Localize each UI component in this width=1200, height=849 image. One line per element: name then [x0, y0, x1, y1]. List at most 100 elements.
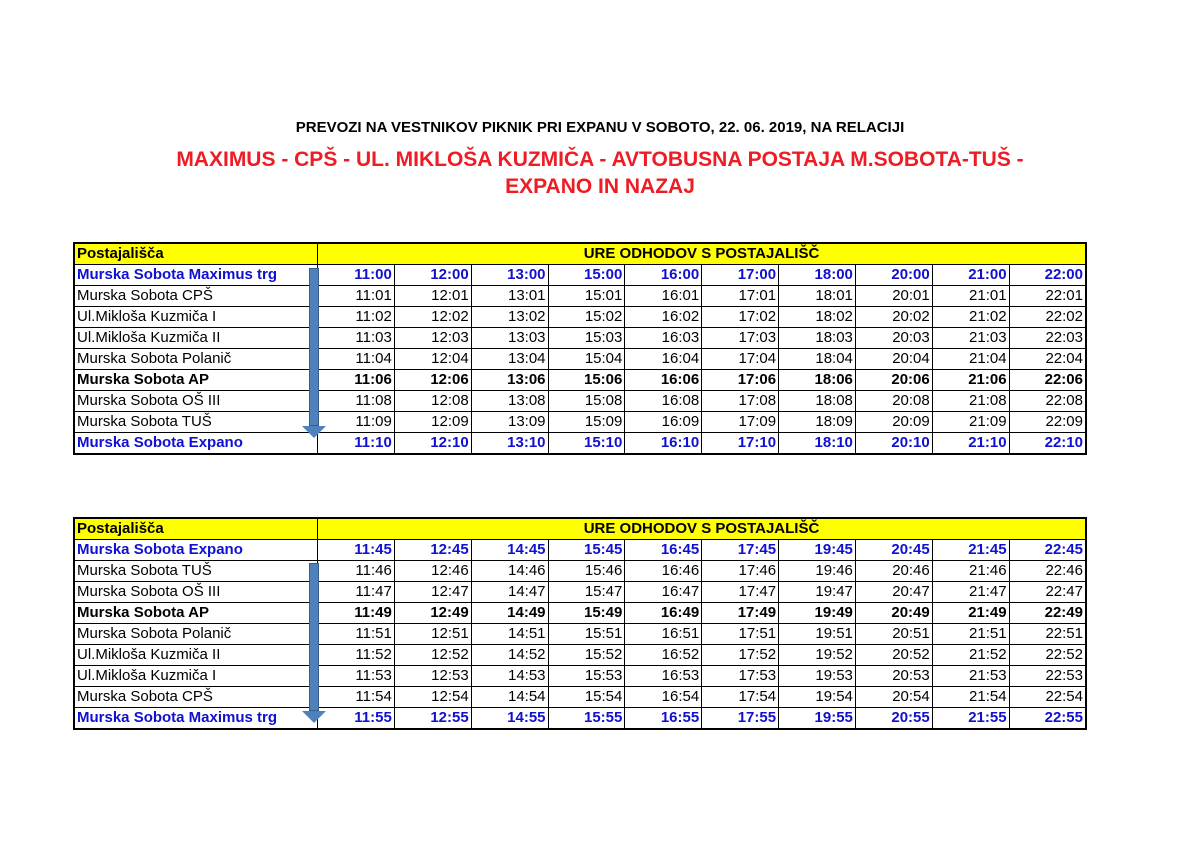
- header-times: URE ODHODOV S POSTAJALIŠČ: [317, 242, 1087, 265]
- departure-time: 19:47: [778, 581, 856, 603]
- departure-time: 18:09: [778, 411, 856, 433]
- departure-time: 11:54: [317, 686, 395, 708]
- departure-time: 15:47: [547, 581, 626, 603]
- departure-time: 20:51: [854, 623, 933, 645]
- departure-time: 21:00: [931, 264, 1010, 286]
- departure-time: 11:00: [317, 264, 395, 286]
- timetable-return: Postajališča URE ODHODOV S POSTAJALIŠČ Mur…: [73, 517, 1087, 730]
- departure-time: 13:09: [470, 411, 549, 433]
- departure-time: 16:04: [624, 348, 703, 370]
- departure-time: 22:47: [1008, 581, 1087, 603]
- departure-time: 22:55: [1008, 707, 1087, 730]
- departure-time: 15:54: [547, 686, 626, 708]
- departure-time: 15:51: [547, 623, 626, 645]
- stop-name: Murska Sobota OŠ III: [73, 390, 318, 412]
- departure-time: 21:53: [931, 665, 1010, 687]
- departure-time: 12:45: [393, 539, 472, 561]
- departure-time: 20:53: [854, 665, 933, 687]
- departure-time: 17:00: [701, 264, 780, 286]
- stop-name: Murska Sobota Maximus trg: [73, 264, 318, 286]
- departure-time: 21:52: [931, 644, 1010, 666]
- departure-time: 13:08: [470, 390, 549, 412]
- departure-time: 20:08: [854, 390, 933, 412]
- departure-time: 17:09: [701, 411, 780, 433]
- table-row: Murska Sobota Maximus trg 11:55 12:55 14:55…: [73, 707, 1087, 730]
- departure-time: 15:49: [547, 602, 626, 624]
- departure-time: 13:10: [470, 432, 549, 455]
- departure-time: 18:01: [778, 285, 856, 307]
- table-row: Ul.Mikloša Kuzmiča I 11:02 12:02 13:02 15:02…: [73, 306, 1087, 328]
- header-stops: Postajališča: [73, 517, 318, 540]
- departure-time: 19:52: [778, 644, 856, 666]
- departure-time: 22:06: [1008, 369, 1087, 391]
- table-row: Murska Sobota TUŠ 11:46 12:46 14:46 15:46 16:…: [73, 560, 1087, 582]
- departure-time: 11:08: [317, 390, 395, 412]
- departure-time: 19:49: [778, 602, 856, 624]
- departure-time: 16:45: [624, 539, 703, 561]
- departure-time: 14:47: [470, 581, 549, 603]
- header-times: URE ODHODOV S POSTAJALIŠČ: [317, 517, 1087, 540]
- departure-time: 12:49: [393, 602, 472, 624]
- departure-time: 22:04: [1008, 348, 1087, 370]
- departure-time: 15:52: [547, 644, 626, 666]
- header-stops: Postajališča: [73, 242, 318, 265]
- departure-time: 12:08: [393, 390, 472, 412]
- departure-time: 13:00: [470, 264, 549, 286]
- departure-time: 15:53: [547, 665, 626, 687]
- stop-name: Murska Sobota Expano: [73, 432, 318, 455]
- stop-name: Murska Sobota TUŠ: [73, 411, 318, 433]
- departure-time: 11:10: [317, 432, 395, 455]
- departure-time: 12:03: [393, 327, 472, 349]
- departure-time: 21:45: [931, 539, 1010, 561]
- route-title: MAXIMUS - CPŠ - UL. MIKLOŠA KUZMIČA - AV…: [176, 148, 1024, 198]
- departure-time: 11:55: [317, 707, 395, 730]
- table-row: Ul.Mikloša Kuzmiča II 11:52 12:52 14:52 15:5…: [73, 644, 1087, 666]
- departure-time: 21:02: [931, 306, 1010, 328]
- departure-time: 17:46: [701, 560, 780, 582]
- departure-time: 12:54: [393, 686, 472, 708]
- departure-time: 12:01: [393, 285, 472, 307]
- table-row: Murska Sobota Maximus trg 11:00 12:00 13:00…: [73, 264, 1087, 286]
- departure-time: 21:47: [931, 581, 1010, 603]
- departure-time: 14:55: [470, 707, 549, 730]
- departure-time: 14:45: [470, 539, 549, 561]
- departure-time: 20:55: [854, 707, 933, 730]
- departure-time: 12:06: [393, 369, 472, 391]
- departure-time: 22:46: [1008, 560, 1087, 582]
- departure-time: 16:53: [624, 665, 703, 687]
- departure-time: 16:01: [624, 285, 703, 307]
- departure-time: 17:10: [701, 432, 780, 455]
- departure-time: 11:06: [317, 369, 395, 391]
- departure-time: 20:49: [854, 602, 933, 624]
- departure-time: 15:06: [547, 369, 626, 391]
- table-row: Murska Sobota Polanič 11:04 12:04 13:04 15:0…: [73, 348, 1087, 370]
- departure-time: 20:47: [854, 581, 933, 603]
- departure-time: 17:02: [701, 306, 780, 328]
- departure-time: 21:55: [931, 707, 1010, 730]
- departure-time: 14:52: [470, 644, 549, 666]
- stop-name: Murska Sobota Polanič: [73, 348, 318, 370]
- departure-time: 17:03: [701, 327, 780, 349]
- departure-time: 22:08: [1008, 390, 1087, 412]
- departure-time: 22:54: [1008, 686, 1087, 708]
- departure-time: 16:00: [624, 264, 703, 286]
- departure-time: 14:49: [470, 602, 549, 624]
- document-title: PREVOZI NA VESTNIKOV PIKNIK PRI EXPANU V…: [295, 119, 905, 136]
- stop-name: Murska Sobota Polanič: [73, 623, 318, 645]
- departure-time: 20:06: [854, 369, 933, 391]
- departure-time: 12:52: [393, 644, 472, 666]
- departure-time: 21:09: [931, 411, 1010, 433]
- departure-time: 16:10: [624, 432, 703, 455]
- departure-time: 22:49: [1008, 602, 1087, 624]
- departure-time: 18:04: [778, 348, 856, 370]
- departure-time: 15:10: [547, 432, 626, 455]
- departure-time: 21:10: [931, 432, 1010, 455]
- departure-time: 15:01: [547, 285, 626, 307]
- departure-time: 11:53: [317, 665, 395, 687]
- departure-time: 11:02: [317, 306, 395, 328]
- stop-name: Murska Sobota CPŠ: [73, 686, 318, 708]
- departure-time: 17:47: [701, 581, 780, 603]
- departure-time: 22:10: [1008, 432, 1087, 455]
- departure-time: 19:53: [778, 665, 856, 687]
- stop-name: Murska Sobota Maximus trg: [73, 707, 318, 730]
